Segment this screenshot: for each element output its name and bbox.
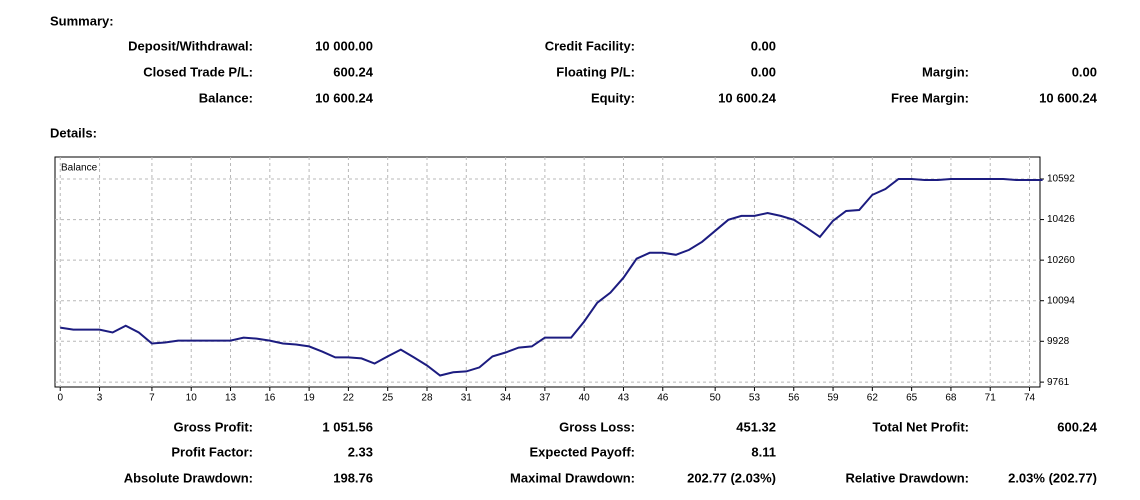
field-label: Credit Facility: (545, 38, 635, 53)
field-value: 0.00 (751, 38, 776, 53)
field-label: Margin: (922, 64, 969, 79)
x-tick-label: 56 (788, 393, 800, 404)
field-label: Equity: (591, 90, 635, 105)
field-label: Profit Factor: (171, 444, 253, 459)
field-value: 8.11 (751, 444, 776, 459)
field-label: Floating P/L: (556, 64, 635, 79)
field-value: 10 600.24 (718, 90, 777, 105)
field-value: 0.00 (1072, 64, 1097, 79)
field-label: Total Net Profit: (872, 419, 969, 434)
field-label: Maximal Drawdown: (510, 470, 635, 485)
chart-frame (54, 156, 1041, 388)
x-tick-label: 50 (710, 393, 722, 404)
field-label: Absolute Drawdown: (124, 470, 253, 485)
x-tick-label: 68 (945, 393, 957, 404)
y-tick-label: 9761 (1047, 377, 1070, 388)
x-tick-label: 37 (539, 393, 551, 404)
field-label: Relative Drawdown: (845, 470, 969, 485)
field-value: 0.00 (751, 64, 776, 79)
summary-heading: Summary: (50, 13, 114, 28)
y-tick-label: 10094 (1047, 295, 1075, 306)
field-label: Gross Profit: (174, 419, 253, 434)
balance-line (60, 178, 1043, 377)
field-value: 600.24 (333, 64, 374, 79)
field-label: Closed Trade P/L: (143, 64, 253, 79)
x-tick-label: 7 (149, 393, 155, 404)
series-name: Balance (61, 163, 98, 174)
field-value: 600.24 (1057, 419, 1098, 434)
field-value: 2.03% (202.77) (1008, 470, 1097, 485)
x-tick-label: 71 (985, 393, 997, 404)
x-tick-label: 53 (749, 393, 761, 404)
x-tick-label: 10 (186, 393, 198, 404)
field-label: Deposit/Withdrawal: (128, 38, 253, 53)
x-tick-label: 40 (579, 393, 591, 404)
x-tick-label: 74 (1024, 393, 1036, 404)
x-tick-label: 28 (421, 393, 433, 404)
field-label: Balance: (199, 90, 253, 105)
x-tick-label: 19 (304, 393, 316, 404)
x-tick-label: 65 (906, 393, 918, 404)
field-label: Gross Loss: (559, 419, 635, 434)
field-value: 198.76 (333, 470, 373, 485)
x-tick-label: 22 (343, 393, 355, 404)
x-tick-label: 3 (97, 393, 103, 404)
x-tick-label: 43 (618, 393, 630, 404)
y-tick-label: 10260 (1047, 255, 1075, 266)
x-tick-label: 13 (225, 393, 237, 404)
x-tick-label: 31 (461, 393, 473, 404)
x-tick-label: 46 (657, 393, 669, 404)
field-value: 202.77 (2.03%) (687, 470, 776, 485)
x-tick-label: 0 (57, 393, 63, 404)
x-tick-label: 25 (382, 393, 394, 404)
x-tick-label: 34 (500, 393, 512, 404)
field-value: 1 051.56 (322, 419, 373, 434)
field-value: 2.33 (348, 444, 373, 459)
y-tick-label: 10592 (1047, 174, 1075, 185)
field-label: Free Margin: (891, 90, 969, 105)
field-value: 10 600.24 (1039, 90, 1098, 105)
y-tick-label: 10426 (1047, 214, 1075, 225)
x-tick-label: 59 (827, 393, 839, 404)
field-value: 10 600.24 (315, 90, 374, 105)
x-tick-label: 62 (867, 393, 879, 404)
field-label: Expected Payoff: (530, 444, 635, 459)
x-tick-label: 16 (264, 393, 276, 404)
field-value: 451.32 (736, 419, 776, 434)
details-heading: Details: (50, 125, 97, 140)
field-value: 10 000.00 (315, 38, 373, 53)
y-tick-label: 9928 (1047, 336, 1070, 347)
